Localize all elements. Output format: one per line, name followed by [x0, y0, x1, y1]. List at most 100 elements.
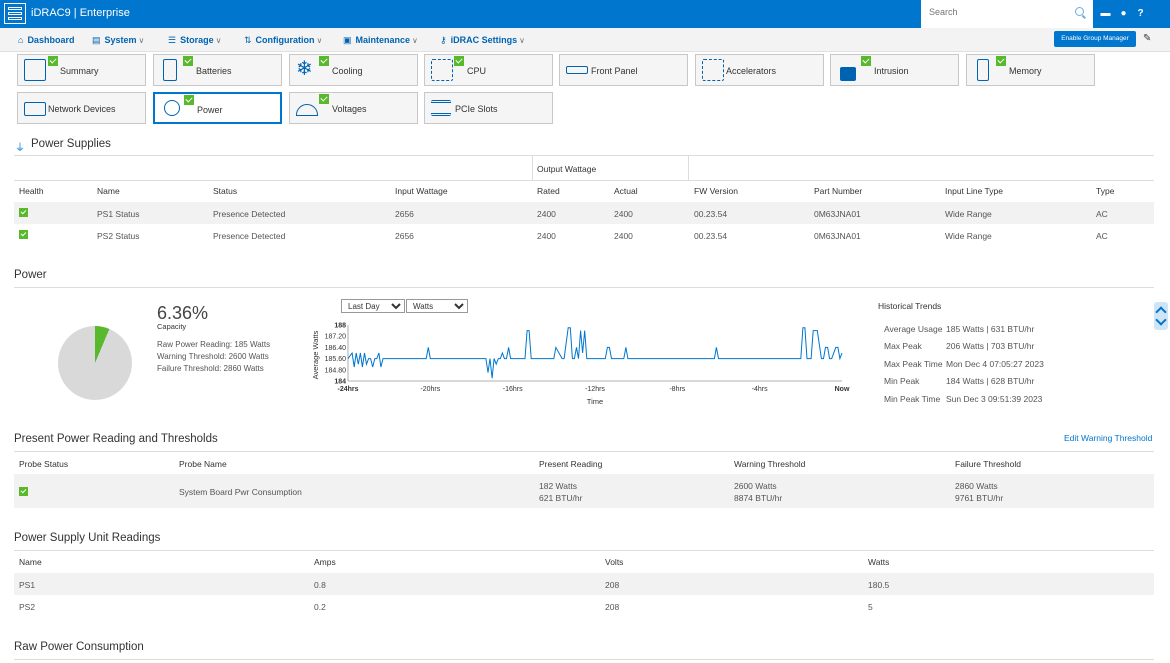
divider — [14, 550, 1154, 551]
search-input[interactable] — [929, 7, 1069, 17]
main-nav: ⌂ Dashboard ▤ System ∨ ☰ Storage ∨ ⇅ Configura… — [0, 28, 1170, 52]
present-watts: 182 Watts — [539, 481, 577, 491]
maintenance-icon: ▣ — [343, 35, 352, 45]
col-health[interactable]: Health — [19, 186, 44, 196]
psu-watts: 5 — [868, 602, 873, 612]
pcie-slots-icon — [431, 100, 451, 116]
col-amps[interactable]: Amps — [314, 557, 336, 567]
nav-dashboard-label: Dashboard — [27, 35, 75, 45]
tile-memory[interactable]: Memory — [966, 54, 1095, 86]
chevron-down-icon: ∨ — [138, 36, 145, 45]
tile-pcie-slots[interactable]: PCIe Slots — [424, 92, 553, 124]
tile-batteries[interactable]: Batteries — [153, 54, 282, 86]
col-probe-name[interactable]: Probe Name — [179, 459, 227, 469]
lock-icon[interactable]: ▬ — [1100, 8, 1111, 19]
table-row — [14, 573, 1154, 595]
tile-cooling[interactable]: ❄ Cooling — [289, 54, 418, 86]
psu-name: PS2 — [19, 602, 36, 612]
ok-check-icon — [319, 94, 329, 104]
tile-summary[interactable]: Summary — [17, 54, 146, 86]
pin-icon[interactable]: ✎ — [1143, 33, 1152, 44]
power-title: Power — [14, 269, 47, 281]
warning-watts: 2600 Watts — [734, 481, 777, 491]
warning-threshold-text: Warning Threshold: 2600 Watts — [157, 352, 269, 361]
tile-accelerators[interactable]: Accelerators — [695, 54, 824, 86]
tile-front-panel[interactable]: Front Panel — [559, 54, 688, 86]
search-icon[interactable] — [1075, 7, 1084, 16]
nav-configuration[interactable]: ⇅ Configuration ∨ — [244, 35, 322, 46]
ps-input-line-type: Wide Range — [945, 209, 992, 219]
col-probe-status[interactable]: Probe Status — [19, 459, 69, 469]
x-tick-label: -20hrs — [420, 386, 440, 393]
tile-voltages[interactable]: Voltages — [289, 92, 418, 124]
power-supplies-title: Power Supplies — [31, 138, 111, 150]
col-part-number[interactable]: Part Number — [814, 186, 863, 196]
col-type[interactable]: Type — [1096, 186, 1115, 196]
tile-label: Memory — [1009, 66, 1042, 76]
x-tick-label: -12hrs — [585, 386, 605, 393]
col-name[interactable]: Name — [19, 557, 42, 567]
col-status[interactable]: Status — [213, 186, 238, 196]
col-input-line-type[interactable]: Input Line Type — [945, 186, 1003, 196]
tile-label: Batteries — [196, 66, 232, 76]
chevron-down-icon: ∨ — [316, 36, 323, 45]
psu-readings-title: Power Supply Unit Readings — [14, 532, 161, 544]
col-name[interactable]: Name — [97, 186, 120, 196]
ps-part-number: 0M63JNA01 — [814, 209, 861, 219]
present-reading-title: Present Power Reading and Thresholds — [14, 433, 218, 445]
output-wattage-group — [532, 156, 689, 180]
col-input-wattage[interactable]: Input Wattage — [395, 186, 448, 196]
ok-check-icon — [184, 95, 194, 105]
search-box[interactable] — [921, 0, 1093, 28]
nav-system[interactable]: ▤ System ∨ — [92, 35, 144, 46]
system-icon: ▤ — [92, 35, 101, 45]
col-volts[interactable]: Volts — [605, 557, 624, 567]
power-plug-icon: ⏚ — [15, 143, 25, 154]
psu-name: PS1 — [19, 580, 36, 590]
scroll-buttons[interactable] — [1154, 302, 1168, 330]
help-icon[interactable]: ? — [1137, 8, 1144, 19]
x-tick-label: -24hrs — [337, 386, 358, 393]
failure-btu: 9761 BTU/hr — [955, 493, 1004, 503]
home-icon: ⌂ — [18, 35, 24, 45]
nav-idrac-settings[interactable]: ⚷ iDRAC Settings ∨ — [440, 35, 525, 46]
nav-storage[interactable]: ☰ Storage ∨ — [168, 35, 221, 46]
edit-warning-threshold-link[interactable]: Edit Warning Threshold — [1064, 433, 1153, 443]
tile-power[interactable]: Power — [153, 92, 282, 124]
trend-label: Average Usage — [884, 324, 943, 334]
enable-group-manager-button[interactable]: Enable Group Manager — [1054, 31, 1136, 47]
nav-dashboard[interactable]: ⌂ Dashboard — [18, 35, 74, 45]
user-icon[interactable]: ● — [1120, 8, 1127, 19]
time-range-select[interactable]: Last Day — [341, 299, 405, 313]
x-tick-label: Now — [835, 386, 850, 393]
ok-check-icon — [861, 56, 871, 66]
tile-label: Front Panel — [591, 66, 638, 76]
col-present-reading[interactable]: Present Reading — [539, 459, 603, 469]
nav-maintenance[interactable]: ▣ Maintenance ∨ — [343, 35, 418, 46]
tile-network-devices[interactable]: Network Devices — [17, 92, 146, 124]
psu-amps: 0.2 — [314, 602, 326, 612]
ps-part-number: 0M63JNA01 — [814, 231, 861, 241]
col-watts[interactable]: Watts — [868, 557, 890, 567]
tile-cpu[interactable]: CPU — [424, 54, 553, 86]
ok-check-icon — [48, 56, 58, 66]
col-failure-threshold[interactable]: Failure Threshold — [955, 459, 1021, 469]
unit-select[interactable]: Watts — [406, 299, 468, 313]
table-row — [14, 474, 1154, 508]
raw-power-reading: Raw Power Reading: 185 Watts — [157, 340, 271, 349]
tile-intrusion[interactable]: Intrusion — [830, 54, 959, 86]
probe-name: System Board Pwr Consumption — [179, 487, 302, 497]
nav-configuration-label: Configuration — [255, 35, 315, 45]
col-actual[interactable]: Actual — [614, 186, 638, 196]
chevron-down-icon[interactable] — [1155, 314, 1167, 326]
failure-watts: 2860 Watts — [955, 481, 998, 491]
idrac-logo-icon — [4, 3, 26, 24]
col-rated[interactable]: Rated — [537, 186, 560, 196]
failure-threshold-text: Failure Threshold: 2860 Watts — [157, 364, 264, 373]
col-warning-threshold[interactable]: Warning Threshold — [734, 459, 806, 469]
divider — [14, 287, 1154, 288]
tile-label: Voltages — [332, 104, 367, 114]
col-fw-version[interactable]: FW Version — [694, 186, 738, 196]
trend-label: Min Peak — [884, 376, 920, 386]
gauge-icon — [296, 104, 318, 116]
